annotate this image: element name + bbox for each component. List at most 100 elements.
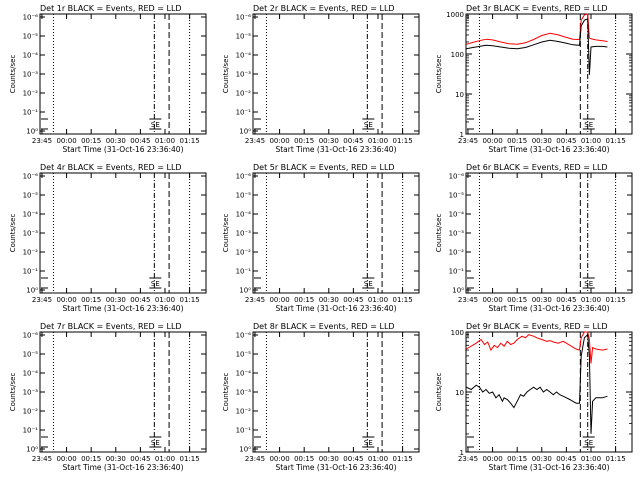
y-tick-label: 10⁰ — [452, 287, 464, 295]
x-tick-label: 01:15 — [180, 296, 200, 304]
y-tick-label: 10⁰ — [26, 287, 38, 295]
y-tick-label: 10⁻³ — [23, 71, 39, 79]
panel-title: Det 2r BLACK = Events, RED = LLD — [253, 4, 395, 13]
x-tick-label: 01:00 — [368, 455, 388, 463]
y-tick-label: 100 — [451, 329, 464, 337]
x-tick-label: 00:15 — [81, 296, 101, 304]
y-axis-label: Counts/sec — [222, 55, 230, 94]
x-tick-label: 00:00 — [269, 455, 289, 463]
panel-title: Det 4r BLACK = Events, RED = LLD — [40, 163, 182, 172]
y-axis-label: Counts/sec — [222, 373, 230, 412]
y-tick-label: 1 — [460, 131, 464, 139]
x-tick-label: 00:15 — [294, 455, 314, 463]
x-axis-label: Start Time (31-Oct-16 23:36:40) — [62, 145, 183, 154]
x-tick-label: 00:30 — [319, 137, 339, 145]
x-tick-label: 00:15 — [507, 296, 527, 304]
y-tick-label: 10⁰ — [26, 128, 38, 136]
x-tick-label: 00:00 — [482, 455, 502, 463]
x-tick-label: 23:45 — [245, 296, 265, 304]
y-tick-label: 10⁻¹ — [23, 268, 39, 276]
x-tick-label: 00:00 — [56, 296, 76, 304]
y-tick-label: 10⁻² — [236, 249, 252, 257]
se-marker: SE — [151, 121, 160, 129]
y-tick-label: 1 — [460, 449, 464, 457]
plot-frame — [252, 13, 420, 135]
y-tick-label: 10⁻⁴ — [236, 370, 252, 378]
y-tick-label: 10⁻⁵ — [23, 192, 39, 200]
y-axis-label: Counts/sec — [222, 214, 230, 253]
panel-det-6r: Det 6r BLACK = Events, RED = LLD 10⁰ 10⁻¹ 1… — [435, 163, 633, 313]
panel-title: Det 3r BLACK = Events, RED = LLD — [466, 4, 608, 13]
x-tick-label: 00:45 — [556, 296, 576, 304]
x-tick-label: 23:45 — [245, 455, 265, 463]
x-tick-label: 00:30 — [532, 455, 552, 463]
x-tick-label: 00:00 — [482, 296, 502, 304]
plot-frame — [39, 13, 207, 135]
y-axis-label: Counts/sec — [435, 373, 443, 412]
x-tick-label: 23:45 — [458, 455, 478, 463]
x-tick-label: 00:00 — [482, 137, 502, 145]
x-tick-label: 00:30 — [532, 296, 552, 304]
x-tick-label: 00:15 — [81, 137, 101, 145]
x-tick-label: 01:00 — [155, 137, 175, 145]
y-tick-label: 10⁻³ — [449, 230, 465, 238]
x-tick-label: 00:45 — [343, 455, 363, 463]
x-tick-label: 01:15 — [606, 455, 626, 463]
panel-det-3r: Det 3r BLACK = Events, RED = LLD 1 10 100 10… — [435, 4, 633, 154]
x-tick-label: 01:00 — [155, 455, 175, 463]
x-tick-label: 01:15 — [180, 137, 200, 145]
x-tick-label: 00:00 — [56, 455, 76, 463]
y-tick-label: 10⁻¹ — [449, 268, 465, 276]
y-tick-label: 10 — [455, 389, 464, 397]
x-tick-label: 00:00 — [56, 137, 76, 145]
x-tick-label: 00:45 — [130, 137, 150, 145]
panel-det-1r: Det 1r BLACK = Events, RED = LLD 10⁰ 10⁻¹ 1… — [9, 4, 207, 154]
x-tick-label: 00:30 — [106, 296, 126, 304]
se-marker: SE — [364, 439, 373, 447]
x-axis-label: Start Time (31-Oct-16 23:36:40) — [488, 463, 609, 472]
series-events-line — [466, 333, 608, 434]
panel-det-2r: Det 2r BLACK = Events, RED = LLD 10⁰ 10⁻¹ 1… — [222, 4, 420, 154]
se-marker: SE — [364, 280, 373, 288]
y-tick-label: 10⁻⁴ — [23, 211, 39, 219]
x-tick-label: 01:00 — [368, 296, 388, 304]
panel-title: Det 8r BLACK = Events, RED = LLD — [253, 322, 395, 331]
y-tick-label: 1000 — [446, 11, 464, 19]
y-tick-label: 10⁻⁵ — [23, 351, 39, 359]
series-lld-line — [466, 13, 608, 45]
y-axis-label: Counts/sec — [435, 55, 443, 94]
x-axis-label: Start Time (31-Oct-16 23:36:40) — [275, 463, 396, 472]
y-tick-label: 10⁻⁶ — [236, 173, 252, 181]
y-tick-label: 10⁻¹ — [236, 427, 252, 435]
y-tick-label: 10⁻⁶ — [236, 332, 252, 340]
plot-frame — [39, 172, 207, 294]
x-tick-label: 00:45 — [343, 296, 363, 304]
y-axis-label: Counts/sec — [9, 214, 17, 253]
y-tick-label: 10⁻¹ — [236, 109, 252, 117]
x-tick-label: 00:30 — [106, 455, 126, 463]
y-tick-label: 10⁻⁵ — [449, 192, 465, 200]
panel-title: Det 6r BLACK = Events, RED = LLD — [466, 163, 608, 172]
x-tick-label: 23:45 — [458, 137, 478, 145]
x-tick-label: 00:15 — [507, 455, 527, 463]
x-tick-label: 01:15 — [606, 296, 626, 304]
x-tick-label: 01:00 — [368, 137, 388, 145]
y-tick-label: 10⁻¹ — [23, 427, 39, 435]
x-tick-label: 00:45 — [130, 296, 150, 304]
y-tick-label: 10⁻² — [23, 90, 39, 98]
y-tick-label: 10⁻⁵ — [236, 351, 252, 359]
y-tick-label: 10⁰ — [239, 128, 251, 136]
se-marker: SE — [584, 439, 593, 447]
y-axis-label: Counts/sec — [9, 55, 17, 94]
y-tick-label: 10⁻⁶ — [449, 173, 465, 181]
x-axis-label: Start Time (31-Oct-16 23:36:40) — [275, 304, 396, 313]
panel-title: Det 5r BLACK = Events, RED = LLD — [253, 163, 395, 172]
y-tick-label: 10⁻³ — [236, 230, 252, 238]
y-tick-label: 10⁻⁴ — [23, 52, 39, 60]
y-tick-label: 10⁰ — [26, 446, 38, 454]
x-tick-label: 01:15 — [180, 455, 200, 463]
y-tick-label: 10⁻² — [23, 249, 39, 257]
plot-frame — [465, 13, 633, 135]
series-lld-line — [466, 331, 608, 364]
